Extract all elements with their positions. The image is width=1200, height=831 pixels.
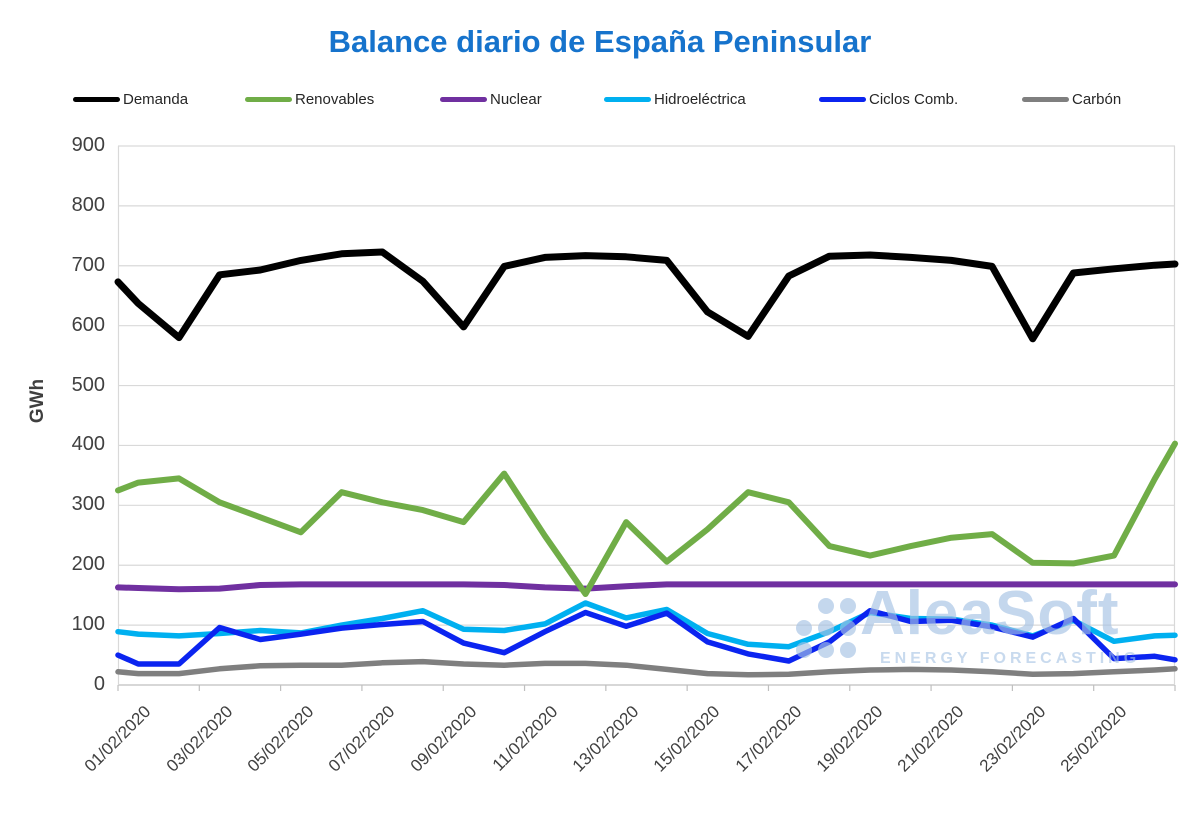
plot-svg <box>114 145 1179 691</box>
legend-item-carb-n: Carbón <box>1022 88 1121 110</box>
legend-swatch-icon <box>440 96 487 102</box>
y-tick-label-200: 200 <box>71 553 105 576</box>
legend-item-ciclos-comb-: Ciclos Comb. <box>819 88 958 110</box>
legend-item-renovables: Renovables <box>245 88 374 110</box>
y-tick-label-100: 100 <box>71 613 105 636</box>
y-tick-label-300: 300 <box>71 493 105 516</box>
series-line-Ciclos Comb. <box>115 607 1178 667</box>
legend-label: Demanda <box>123 90 189 108</box>
legend-label: Carbón <box>1072 90 1122 108</box>
legend-item-nuclear: Nuclear <box>440 88 542 110</box>
series-line-Carbón <box>115 658 1178 678</box>
chart-title: Balance diario de España Peninsular <box>328 24 872 59</box>
legend-swatch-icon <box>245 96 292 102</box>
y-tick-label-800: 800 <box>71 193 105 216</box>
legend-swatch-icon <box>73 96 120 102</box>
series-line-Demanda <box>114 248 1179 343</box>
legend-item-hidroel-ctrica: Hidroeléctrica <box>604 88 746 110</box>
y-tick-label-500: 500 <box>71 373 105 396</box>
legend-label: Renovables <box>295 90 375 108</box>
legend-swatch-icon <box>1022 96 1069 102</box>
y-tick-label-0: 0 <box>93 673 105 695</box>
legend-swatch-icon <box>819 96 866 102</box>
y-tick-label-900: 900 <box>71 134 105 156</box>
y-tick-label-600: 600 <box>71 313 105 336</box>
legend-item-demanda: Demanda <box>73 88 188 110</box>
legend: Demanda Renovables Nuclear Hidroeléctrica Ci… <box>0 88 1200 112</box>
legend-swatch-icon <box>604 96 651 102</box>
legend-label: Nuclear <box>490 90 542 108</box>
legend-label: Hidroeléctrica <box>654 90 746 108</box>
y-tick-label-700: 700 <box>71 253 105 276</box>
y-tick-label-400: 400 <box>71 433 105 456</box>
series-line-Renovables <box>115 440 1178 597</box>
legend-label: Ciclos Comb. <box>869 90 959 108</box>
series-line-Nuclear <box>115 581 1178 593</box>
